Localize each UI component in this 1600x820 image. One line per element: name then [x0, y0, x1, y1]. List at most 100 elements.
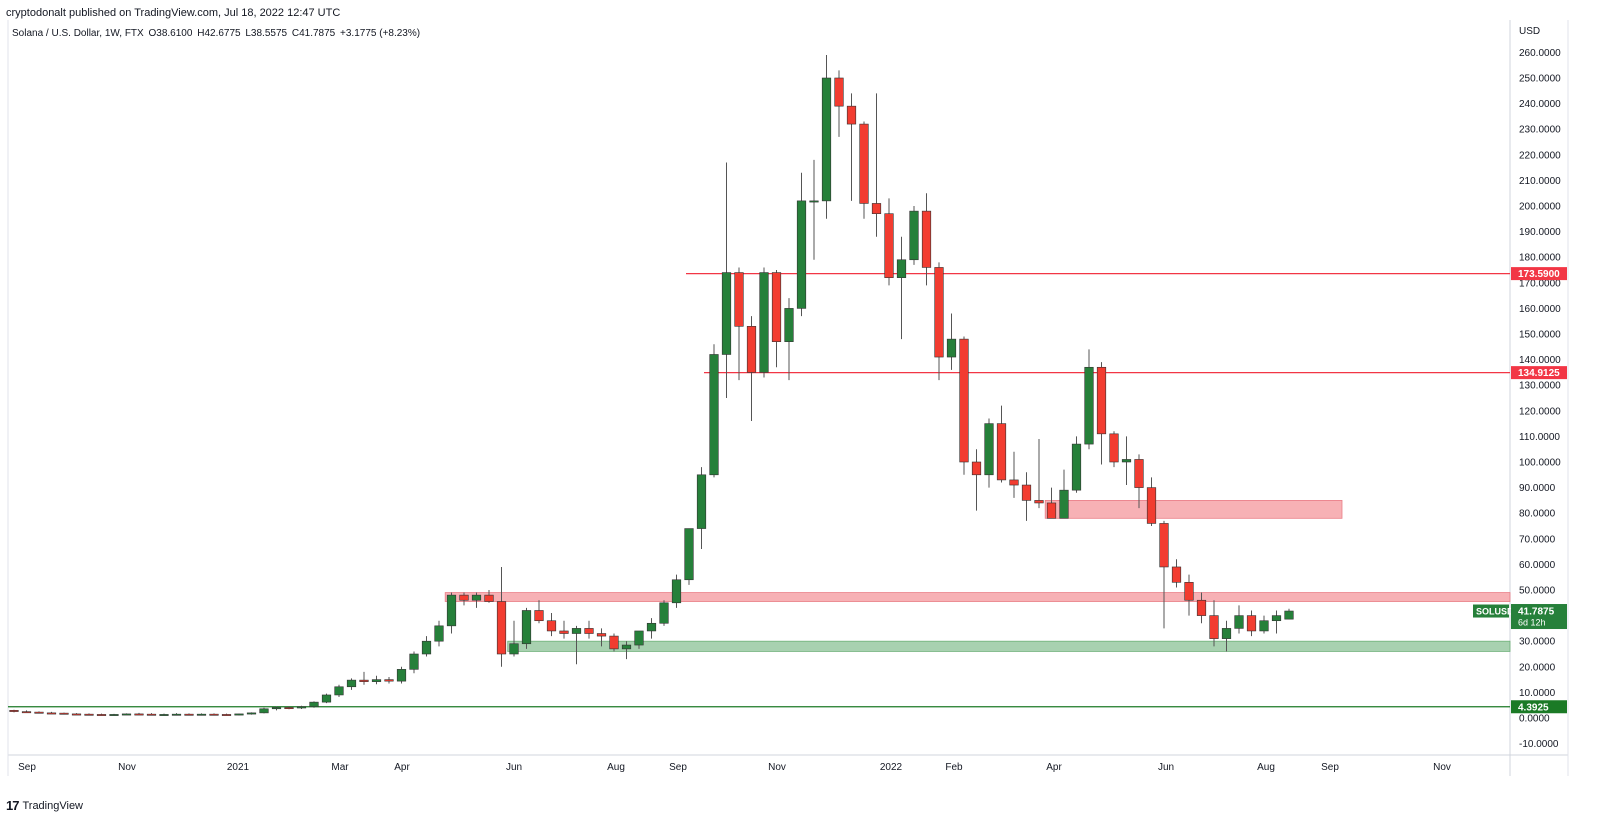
candle: [971, 449, 982, 511]
x-tick-label: 2022: [880, 762, 903, 773]
level-badge: [1511, 267, 1567, 281]
bar-countdown-label: 6d 12h: [1518, 618, 1546, 628]
candle: [709, 344, 719, 478]
y-tick-label: -10.0000: [1519, 739, 1559, 750]
y-tick-label: 50.0000: [1519, 586, 1556, 597]
candle: [771, 270, 782, 368]
candle: [9, 709, 19, 713]
candle-body: [621, 644, 632, 650]
candle-body: [221, 714, 232, 716]
candle: [21, 710, 32, 714]
candle: [996, 405, 1007, 483]
candle-body: [996, 423, 1007, 481]
candle: [459, 592, 469, 606]
candle-body: [409, 653, 419, 670]
candle-body: [784, 308, 794, 342]
candle: [684, 528, 694, 585]
candle-body: [434, 625, 444, 642]
candle: [659, 600, 669, 626]
candle: [384, 677, 394, 684]
candle: [359, 671, 369, 685]
y-tick-label: 200.0000: [1519, 202, 1561, 213]
candle-body: [771, 272, 782, 342]
y-tick-label: 220.0000: [1519, 150, 1561, 161]
x-tick-label: Jun: [506, 762, 522, 773]
candle: [534, 600, 544, 624]
y-tick-label: 100.0000: [1519, 458, 1561, 469]
candle: [209, 713, 219, 716]
candle-body: [46, 712, 57, 715]
tradingview-logo-icon: 17: [6, 798, 20, 813]
candle-body: [196, 713, 207, 716]
candle-body: [509, 643, 519, 655]
candle: [1246, 610, 1257, 637]
x-tick-label: Nov: [1433, 762, 1451, 773]
candle: [46, 711, 57, 715]
x-tick-label: Apr: [1046, 762, 1062, 773]
candle-body: [859, 123, 869, 204]
candle-body: [334, 686, 344, 696]
candle-body: [171, 713, 182, 716]
candle: [746, 316, 757, 422]
candle-body: [646, 622, 657, 632]
y-tick-label: 240.0000: [1519, 99, 1561, 110]
candle-body: [96, 714, 107, 716]
candle-body: [284, 707, 294, 710]
x-tick-label: Aug: [1257, 762, 1275, 773]
candle: [1034, 438, 1044, 509]
candle-body: [246, 712, 257, 715]
candle-body: [71, 713, 82, 716]
candle: [321, 693, 332, 704]
candle: [246, 712, 257, 715]
candle-body: [59, 712, 69, 715]
candle: [609, 633, 619, 652]
candle: [1046, 487, 1057, 519]
x-tick-label: Nov: [768, 762, 786, 773]
y-tick-label: 80.0000: [1519, 509, 1556, 520]
candle: [721, 162, 732, 398]
footer-brand: TradingView: [22, 799, 84, 812]
candle: [1121, 436, 1132, 486]
candle-body: [1021, 484, 1032, 501]
candle-body: [1034, 500, 1044, 504]
candle: [259, 707, 269, 714]
candle-body: [321, 694, 332, 703]
candle-body: [346, 679, 357, 688]
candle-body: [1234, 615, 1244, 629]
candle-body: [396, 669, 407, 682]
candle: [646, 618, 657, 639]
candle-body: [146, 713, 157, 716]
candle-body: [1009, 479, 1019, 486]
candle: [1259, 615, 1269, 634]
support-zone: [507, 640, 1511, 652]
candle-body: [21, 711, 32, 714]
candle: [409, 651, 419, 674]
candle-body: [1046, 502, 1057, 519]
candle: [1084, 349, 1094, 450]
candle-body: [834, 77, 844, 107]
candle: [1009, 451, 1019, 498]
candle: [1284, 608, 1294, 620]
candle-body: [559, 630, 569, 634]
candle-body: [1284, 610, 1294, 620]
candle-body: [1121, 459, 1132, 463]
candle-body: [871, 203, 882, 214]
candle-body: [1184, 582, 1194, 601]
level-label: 134.9125: [1518, 368, 1560, 379]
candle: [296, 705, 307, 710]
candle-body: [209, 713, 219, 716]
y-tick-label: 110.0000: [1519, 432, 1560, 443]
candle-body: [121, 713, 132, 716]
candle: [934, 262, 944, 381]
candle-body: [109, 714, 119, 716]
candle: [596, 628, 607, 647]
candle: [1109, 431, 1119, 468]
candle: [784, 298, 794, 381]
candle: [1059, 469, 1069, 519]
candle: [946, 313, 957, 370]
candle-body: [534, 610, 544, 622]
candle: [59, 712, 69, 715]
x-tick-label: Feb: [945, 762, 963, 773]
x-tick-label: Aug: [607, 762, 625, 773]
